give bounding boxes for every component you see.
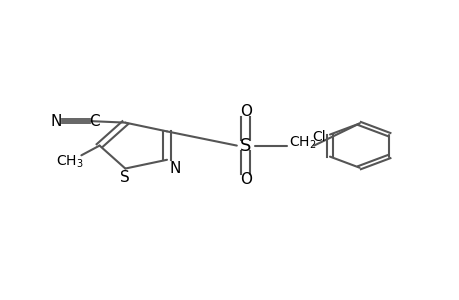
Text: CH$_3$: CH$_3$ [56,154,84,170]
Text: C: C [90,114,100,129]
Text: Cl: Cl [312,130,325,145]
Text: N: N [50,114,62,129]
Text: CH$_2$: CH$_2$ [288,134,316,151]
Text: S: S [120,170,130,185]
Text: S: S [240,136,251,154]
Text: O: O [240,104,252,119]
Text: O: O [240,172,252,187]
Text: N: N [169,161,180,176]
